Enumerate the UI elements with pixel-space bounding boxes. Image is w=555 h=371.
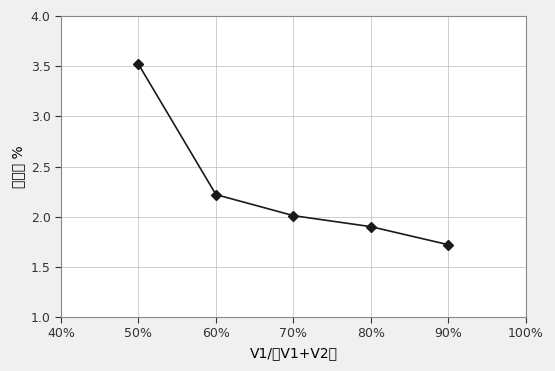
Y-axis label: 含油率 %: 含油率 % <box>11 145 25 188</box>
X-axis label: V1/（V1+V2）: V1/（V1+V2） <box>249 346 337 360</box>
